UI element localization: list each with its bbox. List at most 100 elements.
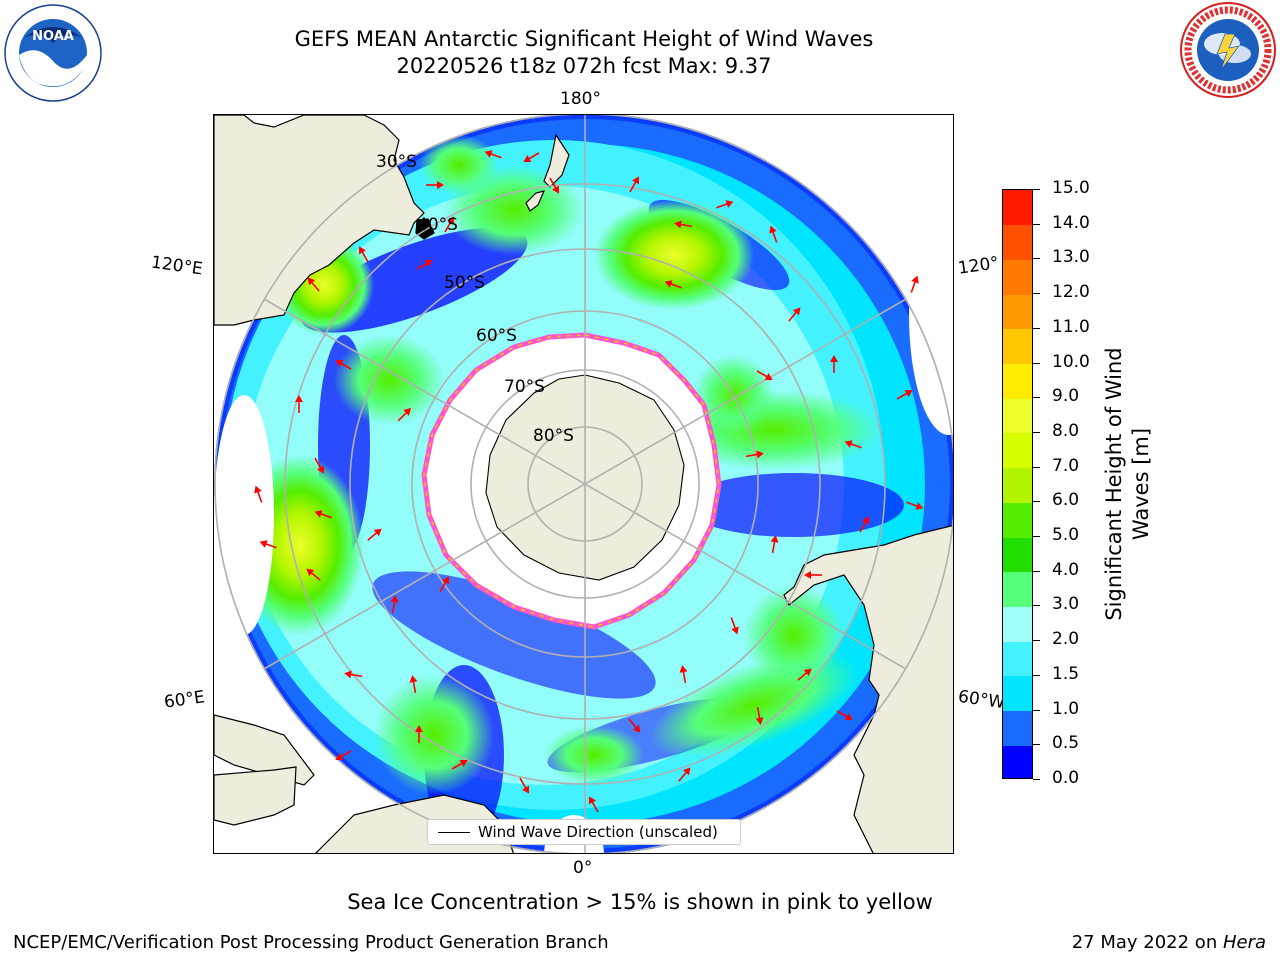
wave-direction-arrow	[664, 280, 682, 289]
colorbar-tick-label: 13.0	[1052, 247, 1090, 268]
map-legend: Wind Wave Direction (unscaled)	[427, 819, 741, 845]
wave-direction-arrow	[426, 181, 444, 189]
colorbar-tick	[1033, 258, 1040, 260]
wave-direction-arrow	[678, 767, 691, 782]
lon-label-180: 180°	[560, 89, 601, 109]
colorbar-tick	[1033, 674, 1040, 676]
wave-direction-arrow	[335, 750, 352, 760]
colorbar-segment	[1003, 745, 1032, 778]
wave-direction-arrow	[679, 665, 688, 684]
colorbar-tick-label: 8.0	[1052, 420, 1080, 441]
colorbar-tick	[1033, 431, 1040, 433]
wave-direction-arrow	[629, 176, 639, 193]
wave-direction-arrow	[755, 706, 764, 725]
colorbar-tick	[1033, 536, 1040, 538]
colorbar-segment	[1003, 606, 1032, 642]
wave-direction-arrow	[254, 485, 263, 503]
lat-label-60s: 60°S	[476, 326, 517, 346]
wave-direction-arrow	[844, 440, 862, 449]
footer-date-text: 27 May 2022 on	[1071, 932, 1223, 953]
wave-direction-arrow	[484, 150, 502, 159]
colorbar-tick-label: 4.0	[1052, 559, 1080, 580]
colorbar-segment	[1003, 294, 1032, 330]
wind-wave-direction-arrows	[254, 150, 924, 813]
wave-direction-arrow	[788, 307, 801, 322]
colorbar-tick	[1033, 744, 1040, 746]
footer-date: 27 May 2022 on Hera	[1072, 932, 1266, 953]
legend-line-sample	[438, 832, 470, 833]
colorbar-tick-label: 0.5	[1052, 733, 1080, 754]
colorbar-tick	[1033, 362, 1040, 364]
wave-direction-arrow	[906, 501, 924, 510]
colorbar-tick	[1033, 605, 1040, 607]
wave-direction-arrow	[523, 152, 540, 162]
colorbar-tick-label: 2.0	[1052, 629, 1080, 650]
wave-direction-arrow	[549, 177, 559, 194]
colorbar-tick	[1033, 223, 1040, 225]
wave-direction-arrow	[745, 450, 764, 459]
colorbar-tick	[1033, 189, 1040, 190]
lat-label-70s: 70°S	[504, 377, 545, 397]
colorbar-tick	[1033, 466, 1040, 468]
svg-text:NOAA: NOAA	[32, 29, 74, 44]
footer-host: Hera	[1222, 932, 1266, 953]
colorbar-segment	[1003, 641, 1032, 677]
colorbar-tick	[1033, 327, 1040, 329]
wave-direction-arrow	[770, 535, 779, 554]
wave-direction-arrow	[797, 668, 812, 681]
wave-direction-arrow	[415, 725, 423, 743]
wave-direction-arrow	[344, 670, 363, 679]
chart-subtitle: 20220526 t18z 072h fcst Max: 9.37	[396, 54, 772, 78]
sea-ice-note: Sea Ice Concentration > 15% is shown in …	[347, 890, 933, 914]
colorbar-tick-label: 9.0	[1052, 386, 1080, 407]
colorbar-label: Significant Height of Wind Waves [m]	[1101, 314, 1155, 654]
wave-direction-arrow	[409, 675, 418, 694]
wave-direction-arrow	[716, 200, 734, 209]
wave-height-field	[214, 115, 953, 853]
colorbar-segment	[1003, 259, 1032, 295]
wave-direction-arrow	[451, 760, 468, 770]
colorbar-tick	[1033, 779, 1040, 780]
lon-label-60e: 60°E	[162, 687, 207, 713]
wave-direction-arrow	[896, 390, 913, 400]
colorbar-segment	[1003, 363, 1032, 399]
wave-direction-arrow	[444, 216, 454, 233]
colorbar-segment	[1003, 502, 1032, 538]
nws-logo	[1177, 0, 1280, 104]
wave-direction-arrow	[769, 225, 778, 243]
lat-label-30s: 30°S	[376, 152, 417, 172]
lon-label-60w: 60°W	[956, 686, 1007, 714]
wave-direction-arrow	[804, 571, 822, 579]
lon-label-120e: 120°E	[149, 252, 204, 280]
wave-direction-arrow	[416, 260, 433, 270]
colorbar-segment	[1003, 710, 1032, 746]
colorbar-tick	[1033, 293, 1040, 295]
wave-direction-arrow	[836, 710, 853, 720]
wave-direction-arrow	[730, 617, 739, 635]
colorbar-segment	[1003, 432, 1032, 469]
wave-direction-arrow	[519, 777, 529, 794]
colorbar-tick	[1033, 709, 1040, 711]
colorbar-tick-label: 6.0	[1052, 490, 1080, 511]
wave-direction-arrow	[589, 796, 599, 813]
footer-credit: NCEP/EMC/Verification Post Processing Pr…	[13, 932, 609, 953]
colorbar-tick	[1033, 501, 1040, 503]
wave-direction-arrow	[306, 568, 321, 581]
wave-direction-arrow	[390, 595, 399, 614]
colorbar-tick	[1033, 640, 1040, 642]
colorbar-tick-label: 10.0	[1052, 351, 1090, 372]
wave-direction-arrow	[259, 540, 277, 549]
wave-direction-arrow	[367, 528, 382, 541]
lon-label-0: 0°	[573, 858, 593, 878]
wave-direction-arrow	[628, 718, 641, 733]
chart-title: GEFS MEAN Antarctic Significant Height o…	[294, 27, 874, 51]
colorbar-tick-label: 1.5	[1052, 663, 1080, 684]
colorbar-segment	[1003, 328, 1032, 365]
colorbar-segment	[1003, 537, 1032, 573]
colorbar-tick-label: 0.0	[1052, 768, 1080, 788]
colorbar-segment	[1003, 571, 1032, 607]
colorbar-segment	[1003, 224, 1032, 260]
colorbar-label-line-2: Waves [m]	[1129, 427, 1153, 541]
colorbar-tick-label: 5.0	[1052, 525, 1080, 546]
colorbar-segment	[1003, 467, 1032, 503]
